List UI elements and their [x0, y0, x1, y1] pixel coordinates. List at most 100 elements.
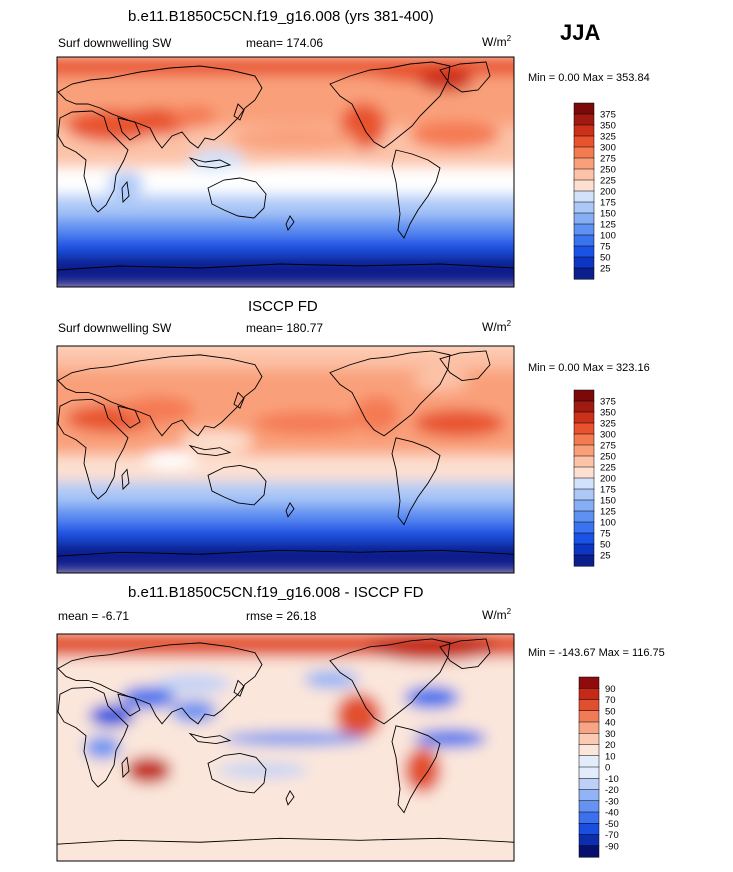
colorbar-3-label-10: -30	[605, 796, 619, 807]
panel-2-colorbar: 3753503253002752502252001751501251007550…	[573, 389, 616, 567]
colorbar-3-label-12: -50	[605, 819, 619, 830]
panel-3-field-11	[157, 674, 231, 694]
colorbar-2-label-11: 100	[600, 518, 616, 529]
panel-2-field-2	[253, 411, 364, 435]
colorbar-1-box-13	[573, 245, 595, 258]
colorbar-1-box-10	[573, 212, 595, 225]
colorbar-3-box-11	[578, 800, 600, 813]
colorbar-3-box-9	[578, 778, 600, 791]
panel-1-field-6	[230, 128, 359, 152]
colorbar-3-box-10	[578, 789, 600, 802]
colorbar-3-box-0	[578, 676, 600, 689]
colorbar-1-label-11: 100	[600, 231, 616, 242]
panel-3-field-6	[404, 686, 460, 709]
panel-2-field-7	[143, 450, 199, 469]
panel-2-field-1	[120, 395, 195, 424]
panel-3-field-9	[125, 756, 172, 784]
panel-2-frame	[56, 345, 515, 574]
colorbar-2-label-2: 325	[600, 419, 616, 430]
colorbar-1-label-1: 350	[600, 121, 616, 132]
colorbar-1-box-7	[573, 179, 595, 192]
colorbar-1-label-8: 175	[600, 198, 616, 209]
panel-2-band-4	[57, 482, 514, 506]
colorbar-2-box-7	[573, 466, 595, 479]
colorbar-2-box-4	[573, 433, 595, 446]
colorbar-1-box-1	[573, 113, 595, 126]
colorbar-3-box-13	[578, 823, 600, 836]
panel-3-title: b.e11.B1850C5CN.f19_g16.008 - ISCCP FD	[128, 584, 424, 601]
colorbar-2-box-11	[573, 510, 595, 523]
panel-3-field-7	[413, 729, 487, 748]
panel-3-mean-label: mean = -6.71	[58, 609, 130, 623]
panel-1-map	[56, 56, 515, 288]
panel-1-colorbar: 3753503253002752502252001751501251007550…	[573, 102, 616, 280]
colorbar-3-label-3: 40	[605, 718, 616, 729]
panel-2-band-7	[57, 541, 514, 573]
panel-2-mean-label: mean= 180.77	[246, 321, 324, 335]
colorbar-3-label-1: 70	[605, 695, 616, 706]
season-label: JJA	[560, 20, 601, 45]
colorbar-3-label-14: -90	[605, 841, 619, 852]
colorbar-1-label-10: 125	[600, 220, 616, 231]
colorbar-3-label-11: -40	[605, 808, 619, 819]
colorbar-1-box-2	[573, 124, 595, 137]
panel-3-field-8	[404, 747, 441, 793]
colorbar-2-box-13	[573, 532, 595, 545]
colorbar-3-label-5: 20	[605, 740, 616, 751]
colorbar-3-label-4: 30	[605, 729, 616, 740]
colorbar-2-label-4: 275	[600, 441, 616, 452]
panel-2-band-6	[57, 523, 514, 543]
panel-3-frame	[56, 633, 515, 862]
panel-3-field-0	[367, 634, 496, 662]
colorbar-2-label-6: 225	[600, 463, 616, 474]
colorbar-1-box-6	[573, 168, 595, 181]
colorbar-2-box-5	[573, 444, 595, 457]
colorbar-3-box-2	[578, 699, 600, 712]
colorbar-1-box-5	[573, 157, 595, 170]
colorbar-2-label-9: 150	[600, 496, 616, 507]
colorbar-2-label-1: 350	[600, 408, 616, 419]
panel-1-title: b.e11.B1850C5CN.f19_g16.008 (yrs 381-400…	[128, 8, 434, 25]
panel-3-field-10	[216, 763, 309, 778]
panel-3-map	[56, 633, 515, 862]
panel-1-band-4	[57, 195, 514, 219]
colorbar-1-label-2: 325	[600, 132, 616, 143]
colorbar-2-label-13: 50	[600, 540, 611, 551]
panel-3-field-1	[120, 686, 176, 709]
panel-2-field-6	[180, 429, 254, 453]
panel-3-minmax: Min = -143.67 Max = 116.75	[528, 647, 665, 659]
colorbar-2-box-2	[573, 411, 595, 424]
panel-1-field-4	[408, 121, 501, 149]
panel-3-rmse-label: rmse = 26.18	[246, 609, 317, 623]
panel-1-band-5	[57, 218, 514, 238]
colorbar-1-label-7: 200	[600, 187, 616, 198]
panel-1-units: W/m2	[482, 34, 512, 49]
panel-3-field-2	[88, 704, 135, 728]
panel-3-band-3	[57, 804, 514, 861]
colorbar-2-box-9	[573, 488, 595, 501]
colorbar-1-label-5: 250	[600, 165, 616, 176]
colorbar-1-box-9	[573, 201, 595, 214]
colorbar-2-label-0: 375	[600, 397, 616, 408]
colorbar-1-box-15	[573, 267, 595, 280]
colorbar-2-label-12: 75	[600, 529, 611, 540]
colorbar-3-box-3	[578, 710, 600, 723]
colorbar-1-label-0: 375	[600, 110, 616, 121]
colorbar-3-box-5	[578, 733, 600, 746]
panel-2-title: ISCCP FD	[248, 298, 318, 315]
colorbar-2-label-10: 125	[600, 507, 616, 518]
panel-2-band-5	[57, 504, 514, 525]
colorbar-2-box-15	[573, 554, 595, 567]
panel-2-units: W/m2	[482, 319, 512, 334]
colorbar-1-label-4: 275	[600, 154, 616, 165]
panel-2-variable-label: Surf downwelling SW	[58, 321, 172, 335]
colorbar-3-label-13: -70	[605, 830, 619, 841]
colorbar-1-box-14	[573, 256, 595, 269]
colorbar-3-box-1	[578, 688, 600, 701]
panel-3-field-5	[221, 731, 368, 746]
colorbar-2-label-7: 200	[600, 474, 616, 485]
colorbar-2-label-3: 300	[600, 430, 616, 441]
panel-2-minmax: Min = 0.00 Max = 323.16	[528, 362, 650, 374]
panel-2-map	[56, 345, 515, 574]
